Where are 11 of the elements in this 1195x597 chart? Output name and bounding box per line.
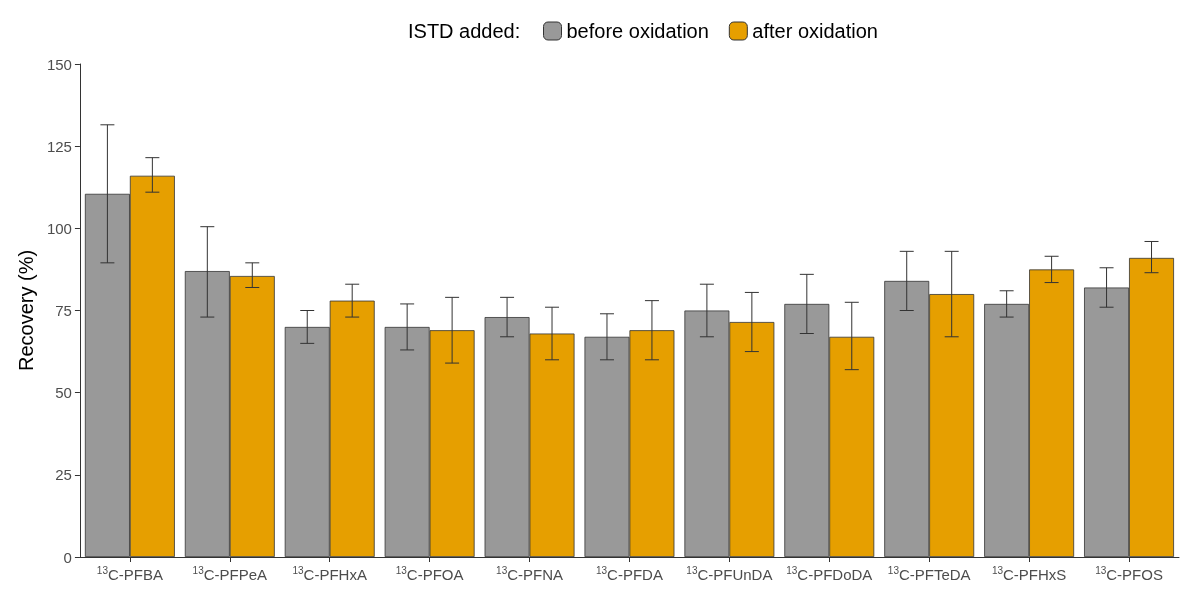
y-tick-label: 100 <box>46 219 72 237</box>
y-tick-label: 75 <box>55 302 72 319</box>
y-tick-label: 0 <box>63 548 72 566</box>
legend-label: after oxidation <box>752 20 878 42</box>
y-axis-title: Recovery (%) <box>15 249 37 372</box>
y-tick-label: 25 <box>55 466 72 484</box>
y-tick-label: 50 <box>55 384 72 402</box>
y-tick-label: 150 <box>46 55 72 73</box>
legend-title: ISTD added: <box>408 20 521 42</box>
legend-label: before oxidation <box>566 20 709 42</box>
y-tick-label: 125 <box>46 137 72 155</box>
